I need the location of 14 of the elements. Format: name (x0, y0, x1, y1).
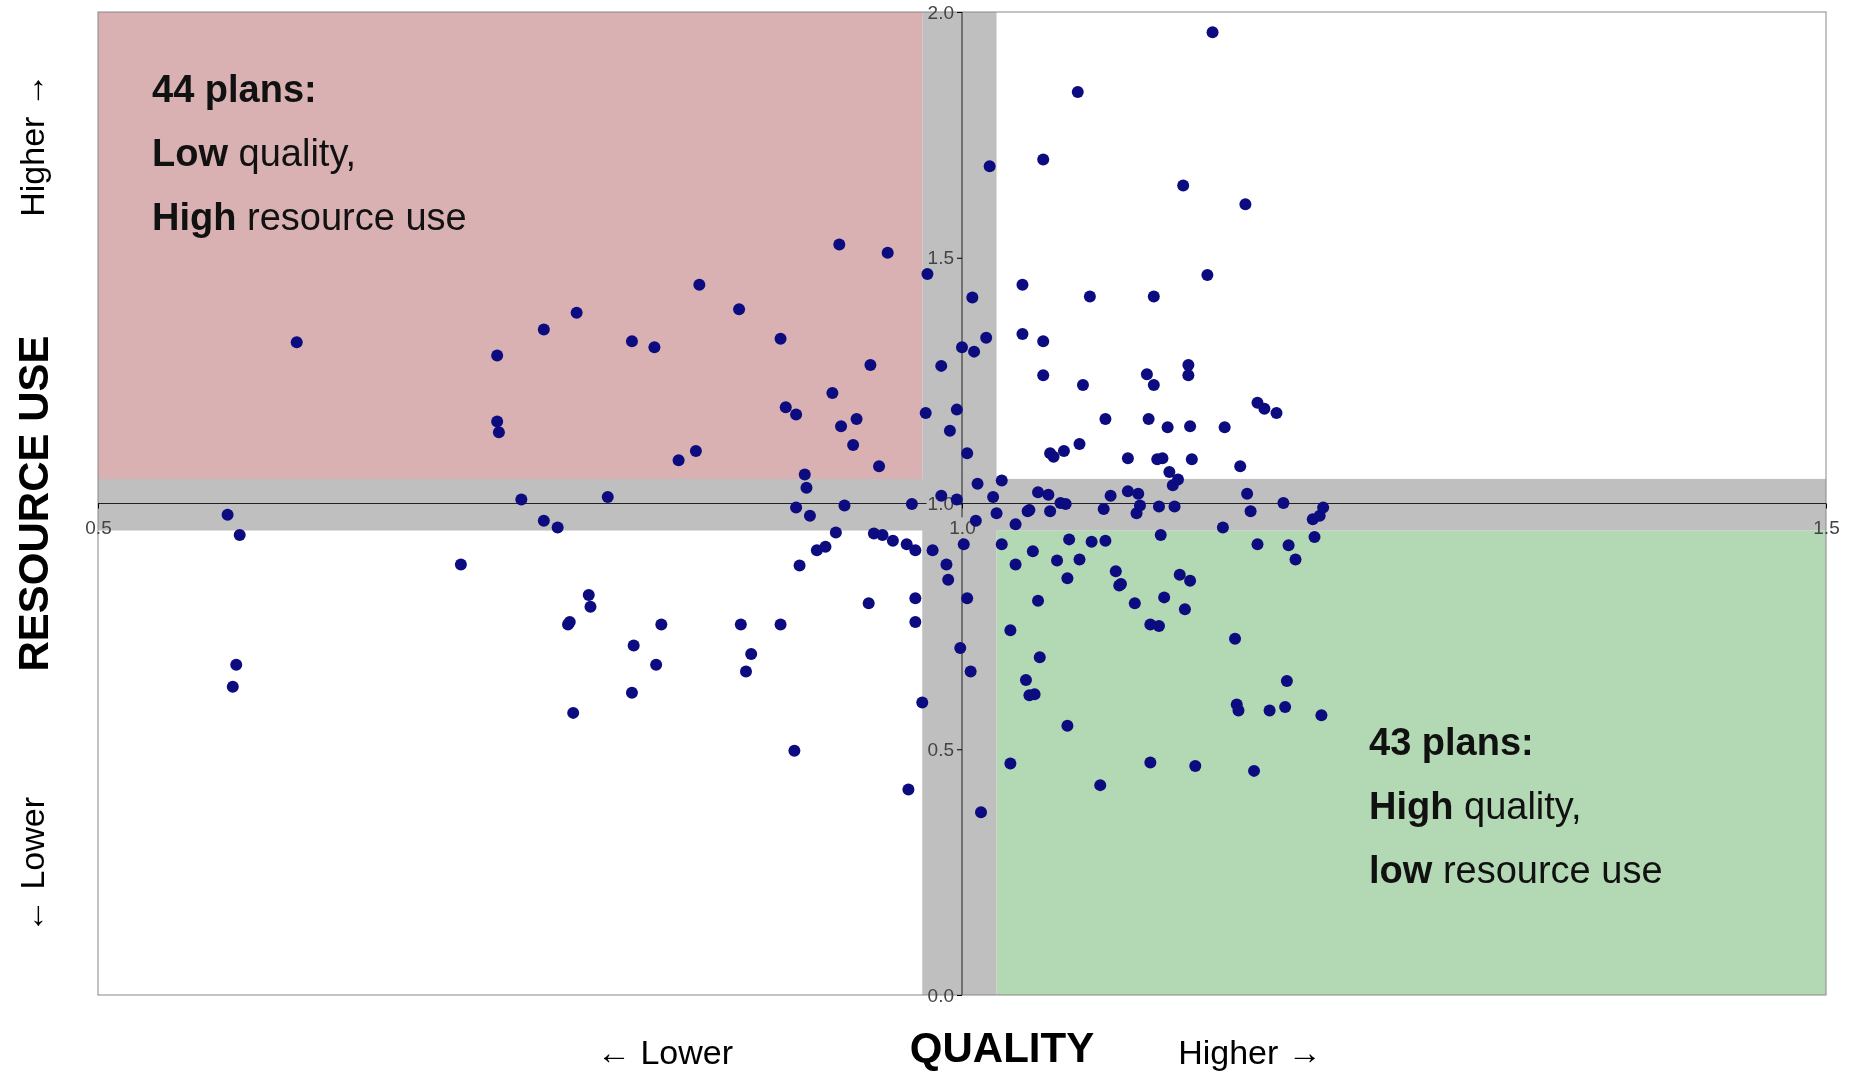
y-tick-label: 1.5 (927, 247, 954, 269)
y-axis-title: RESOURCE USE (10, 335, 57, 672)
text: ← Lower (13, 796, 51, 934)
annotation: 43 plans: High quality, low resource use (1369, 721, 1663, 891)
x-tick-label: 1.5 (1813, 517, 1840, 539)
text: Higher → (13, 73, 51, 217)
text: ← Lower (596, 1033, 734, 1071)
y-tick-label: 0.0 (927, 984, 954, 1006)
text: Higher → (1178, 1033, 1322, 1071)
x-axis-title: QUALITY (909, 1024, 1095, 1071)
annotation: 44 plans: Low quality, High resource use (152, 68, 467, 238)
y-tick-label: 0.5 (927, 738, 954, 760)
y-tick-label: 2.0 (927, 1, 954, 23)
x-tick-label: 0.5 (85, 517, 112, 539)
